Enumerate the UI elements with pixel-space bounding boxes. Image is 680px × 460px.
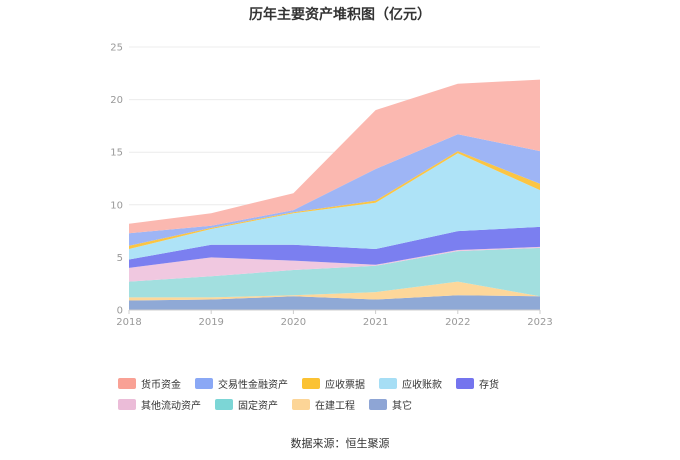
legend-swatch: [292, 399, 310, 410]
area-series-应收账款[interactable]: [129, 153, 540, 260]
legend-swatch: [302, 378, 320, 389]
area-series-固定资产[interactable]: [129, 247, 540, 298]
area-series-应收票据[interactable]: [129, 151, 540, 249]
legend-swatch: [118, 378, 136, 389]
area-series-交易性金融资产[interactable]: [129, 134, 540, 246]
area-series-存货[interactable]: [129, 226, 540, 268]
legend-label: 交易性金融资产: [218, 380, 288, 391]
area-series-其他流动资产[interactable]: [129, 246, 540, 282]
data-source-note: 数据来源：恒生聚源: [290, 437, 390, 450]
area-series-group: [129, 79, 540, 310]
legend-item-other[interactable]: 其它: [369, 397, 412, 412]
x-tick-label: 2020: [281, 317, 306, 328]
x-tick-label: 2019: [198, 317, 223, 328]
legend-item-notes-receivable[interactable]: 应收票据: [302, 376, 365, 391]
legend: 货币资金 交易性金融资产 应收票据 应收账款 存货 其他流动资产 固定资产 在建…: [118, 376, 588, 412]
legend-item-cash[interactable]: 货币资金: [118, 376, 181, 391]
stacked-area-chart: 0 5 10 15 20 25 2018 2019 2020 2021 2022 2023: [110, 43, 552, 329]
legend-label: 应收票据: [325, 380, 365, 391]
axes: 0 5 10 15 20 25 2018 2019 2020 2021 2022 2023: [110, 43, 552, 329]
area-series-其它[interactable]: [129, 295, 540, 310]
legend-swatch: [369, 399, 387, 410]
legend-swatch: [379, 378, 397, 389]
y-tick-label: 0: [117, 306, 123, 317]
y-tick-label: 20: [110, 95, 123, 106]
area-series-货币资金[interactable]: [129, 79, 540, 234]
y-tick-label: 25: [110, 43, 123, 54]
x-tick-label: 2022: [445, 317, 470, 328]
legend-label: 其他流动资产: [141, 401, 201, 412]
legend-item-construction-in-progress[interactable]: 在建工程: [292, 397, 355, 412]
legend-item-inventory[interactable]: 存货: [456, 376, 499, 391]
area-series-在建工程[interactable]: [129, 281, 540, 301]
legend-swatch: [118, 399, 136, 410]
legend-swatch: [195, 378, 213, 389]
y-tick-label: 10: [110, 200, 123, 211]
legend-label: 其它: [392, 401, 412, 412]
legend-label: 应收账款: [402, 380, 442, 391]
legend-item-accounts-receivable[interactable]: 应收账款: [379, 376, 442, 391]
legend-label: 固定资产: [238, 401, 278, 412]
legend-label: 在建工程: [315, 401, 355, 412]
x-tick-label: 2021: [363, 317, 388, 328]
y-tick-label: 15: [110, 148, 123, 159]
legend-swatch: [215, 399, 233, 410]
legend-item-fixed-assets[interactable]: 固定资产: [215, 397, 278, 412]
legend-item-other-current-assets[interactable]: 其他流动资产: [118, 397, 201, 412]
legend-swatch: [456, 378, 474, 389]
y-tick-label: 5: [117, 253, 123, 264]
legend-label: 存货: [479, 380, 499, 391]
legend-label: 货币资金: [141, 380, 181, 391]
x-tick-label: 2018: [116, 317, 141, 328]
chart-title: 历年主要资产堆积图（亿元）: [249, 7, 431, 23]
x-tick-label: 2023: [527, 317, 552, 328]
legend-item-trading-financial-assets[interactable]: 交易性金融资产: [195, 376, 288, 391]
